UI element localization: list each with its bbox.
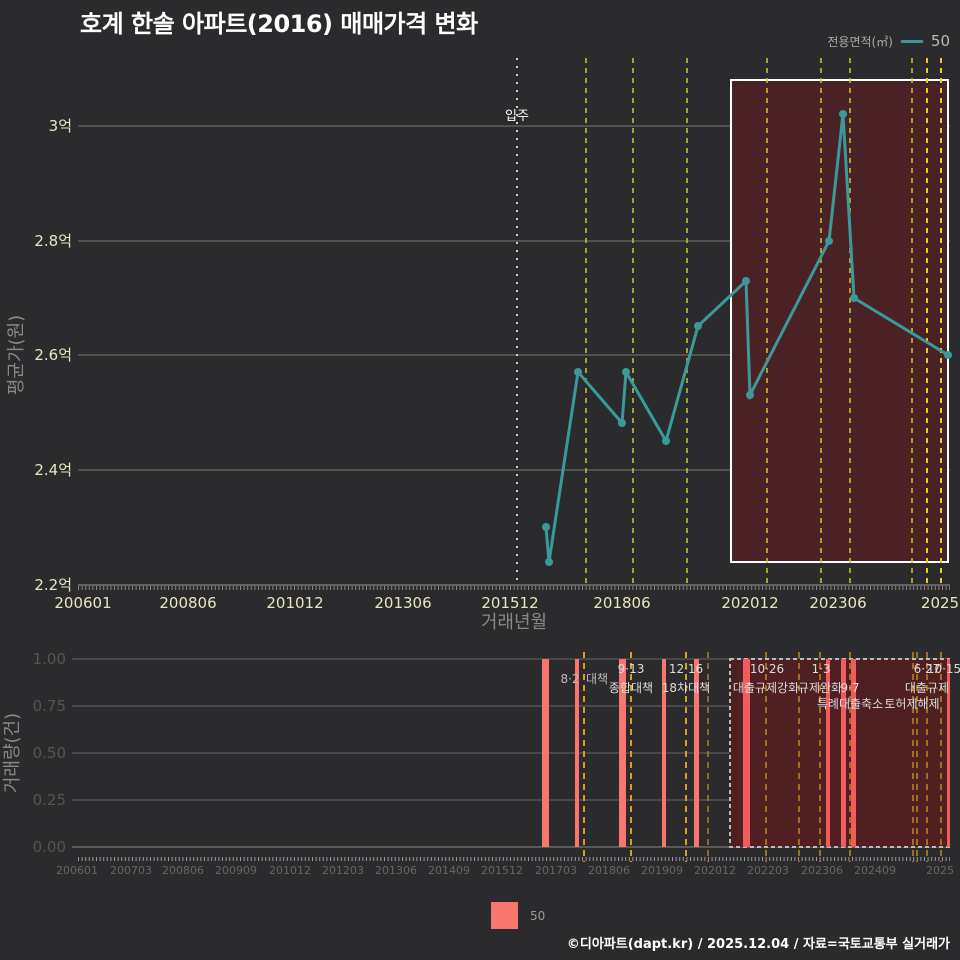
svg-text:18차대책: 18차대책 (662, 680, 710, 695)
svg-text:2025: 2025 (921, 594, 959, 612)
svg-text:대출규제강화: 대출규제강화 (733, 681, 799, 695)
chart-title: 호계 한솔 아파트(2016) 매매가격 변화 (80, 10, 478, 38)
svg-text:0.75: 0.75 (33, 697, 66, 715)
svg-text:1·3: 1·3 (811, 662, 830, 676)
price-points (542, 110, 952, 566)
x-axis-label: 거래년월 (481, 612, 547, 633)
svg-text:202012: 202012 (721, 594, 778, 612)
svg-text:2025: 2025 (926, 864, 954, 877)
svg-text:200601: 200601 (54, 594, 111, 612)
svg-text:201409: 201409 (428, 864, 470, 877)
y-tick: 2.2억 (34, 576, 72, 594)
x-tick-labels: 200601 200703 200806 200909 201012 20120… (56, 864, 954, 877)
legend-bottom: 50 (491, 902, 545, 929)
svg-text:토허제해제: 토허제해제 (884, 697, 939, 711)
svg-text:1.00: 1.00 (33, 650, 66, 668)
svg-text:9·7: 9·7 (840, 681, 859, 695)
svg-text:201306: 201306 (375, 864, 417, 877)
svg-text:201806: 201806 (588, 864, 630, 877)
y-tick: 3억 (49, 117, 72, 135)
y-tick-labels: 1.00 0.75 0.50 0.25 0.00 (33, 650, 66, 856)
svg-text:202306: 202306 (809, 594, 866, 612)
bar-swatch-icon (491, 902, 518, 929)
svg-text:9·13: 9·13 (618, 662, 645, 676)
move-in-label: 입주 (505, 109, 529, 124)
svg-text:200703: 200703 (110, 864, 152, 877)
source-credit: ©디아파트(dapt.kr) / 2025.12.04 / 자료=국토교통부 실… (566, 937, 950, 952)
legend-entry: 50 (530, 908, 546, 923)
volume-bars (542, 659, 950, 847)
y-tick: 2.8억 (34, 232, 72, 250)
volume-bar-chart: 1.00 0.75 0.50 0.25 0.00 거래량(건) 8·2 대책 (2, 650, 960, 877)
policy-lines (585, 58, 942, 585)
svg-text:201909: 201909 (641, 864, 683, 877)
svg-text:0.00: 0.00 (33, 838, 66, 856)
svg-text:200601: 200601 (56, 864, 98, 877)
x-tick-labels: 200601 200806 201012 201306 201512 20180… (54, 594, 959, 612)
svg-text:8·2: 8·2 (560, 672, 579, 686)
svg-text:0.25: 0.25 (33, 791, 66, 809)
policy-lines (583, 652, 942, 862)
svg-text:대출규제: 대출규제 (905, 681, 949, 695)
y-axis-label: 거래량(건) (2, 713, 23, 793)
y-tick: 2.6억 (34, 346, 72, 364)
legend-entry: 50 (930, 32, 950, 50)
line-swatch-icon (900, 39, 923, 43)
y-tick-labels: 3억 2.8억 2.6억 2.4억 2.2억 (34, 117, 72, 594)
svg-text:6·27: 6·27 (914, 662, 941, 676)
y-tick: 2.4억 (34, 461, 72, 479)
svg-text:201203: 201203 (322, 864, 364, 877)
svg-text:200909: 200909 (215, 864, 257, 877)
svg-text:202203: 202203 (747, 864, 789, 877)
svg-text:202409: 202409 (854, 864, 896, 877)
svg-text:202012: 202012 (694, 864, 736, 877)
svg-text:종합대책: 종합대책 (609, 680, 653, 695)
svg-text:201306: 201306 (374, 594, 431, 612)
svg-text:201806: 201806 (593, 594, 650, 612)
svg-text:200806: 200806 (159, 594, 216, 612)
policy-annotations: 8·2 대책 9·13 종합대책 12·16 18차대책 10·26 대출규제강… (560, 662, 960, 711)
svg-text:0.50: 0.50 (33, 744, 66, 762)
price-line-chart: 3억 2.8억 2.6억 2.4억 2.2억 평균가(원) 입주 200601 … (6, 58, 959, 633)
legend-top: 전용면적(㎡) 50 (827, 32, 950, 50)
legend-title: 전용면적(㎡) (827, 34, 893, 49)
svg-text:대책: 대책 (586, 671, 608, 686)
svg-text:201703: 201703 (535, 864, 577, 877)
svg-text:201012: 201012 (269, 864, 311, 877)
svg-text:12·16: 12·16 (669, 662, 703, 676)
svg-text:10·15: 10·15 (927, 662, 960, 676)
svg-text:201512: 201512 (481, 864, 523, 877)
svg-text:200806: 200806 (162, 864, 204, 877)
svg-text:규제완화: 규제완화 (798, 681, 842, 695)
svg-text:202306: 202306 (801, 864, 843, 877)
svg-text:201012: 201012 (266, 594, 323, 612)
svg-text:10·26: 10·26 (750, 662, 784, 676)
svg-text:특례대출축소: 특례대출축소 (817, 697, 883, 711)
svg-text:201512: 201512 (481, 594, 538, 612)
y-axis-label: 평균가(원) (6, 315, 27, 395)
